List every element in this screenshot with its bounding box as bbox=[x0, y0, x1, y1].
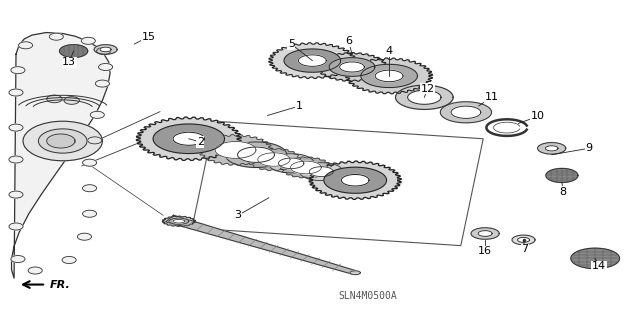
Text: 7: 7 bbox=[521, 244, 529, 255]
Text: 4: 4 bbox=[385, 46, 393, 56]
Circle shape bbox=[99, 63, 113, 70]
Circle shape bbox=[38, 129, 87, 153]
Polygon shape bbox=[571, 248, 620, 269]
Polygon shape bbox=[247, 148, 301, 171]
Polygon shape bbox=[346, 58, 433, 94]
Polygon shape bbox=[512, 235, 535, 245]
Polygon shape bbox=[136, 117, 241, 160]
Polygon shape bbox=[324, 167, 387, 193]
Text: 12: 12 bbox=[420, 84, 435, 94]
Text: 8: 8 bbox=[559, 187, 567, 197]
Circle shape bbox=[88, 137, 102, 144]
Circle shape bbox=[11, 67, 25, 74]
Circle shape bbox=[81, 37, 95, 44]
Polygon shape bbox=[12, 33, 110, 278]
Polygon shape bbox=[173, 132, 205, 145]
Circle shape bbox=[11, 256, 25, 263]
Polygon shape bbox=[278, 158, 304, 168]
Polygon shape bbox=[47, 134, 75, 148]
Text: 16: 16 bbox=[478, 246, 492, 256]
Polygon shape bbox=[471, 228, 499, 239]
Polygon shape bbox=[269, 43, 356, 78]
Text: SLN4M0500A: SLN4M0500A bbox=[339, 292, 397, 301]
Polygon shape bbox=[284, 49, 340, 72]
Polygon shape bbox=[291, 161, 321, 174]
Polygon shape bbox=[317, 53, 387, 81]
Text: FR.: FR. bbox=[49, 279, 70, 290]
Text: 5: 5 bbox=[288, 39, 294, 49]
Circle shape bbox=[9, 191, 23, 198]
Text: 1: 1 bbox=[296, 101, 303, 111]
Polygon shape bbox=[280, 157, 332, 178]
Polygon shape bbox=[309, 161, 401, 199]
Polygon shape bbox=[163, 216, 195, 226]
Text: 6: 6 bbox=[346, 36, 352, 47]
Circle shape bbox=[97, 48, 111, 55]
Polygon shape bbox=[298, 55, 326, 66]
Polygon shape bbox=[451, 106, 481, 118]
Circle shape bbox=[77, 233, 92, 240]
Circle shape bbox=[83, 185, 97, 192]
Polygon shape bbox=[329, 58, 375, 76]
Text: 2: 2 bbox=[196, 137, 204, 147]
Polygon shape bbox=[478, 231, 492, 236]
Polygon shape bbox=[309, 167, 333, 176]
Polygon shape bbox=[340, 62, 364, 72]
Polygon shape bbox=[350, 271, 360, 275]
Circle shape bbox=[28, 267, 42, 274]
Polygon shape bbox=[169, 218, 189, 224]
Polygon shape bbox=[153, 124, 225, 153]
Polygon shape bbox=[518, 237, 529, 242]
Circle shape bbox=[23, 121, 102, 161]
Circle shape bbox=[83, 210, 97, 217]
Circle shape bbox=[95, 80, 109, 87]
Circle shape bbox=[50, 135, 76, 147]
Circle shape bbox=[47, 95, 62, 103]
Polygon shape bbox=[215, 142, 256, 158]
Text: 14: 14 bbox=[592, 261, 606, 271]
Text: 3: 3 bbox=[235, 210, 241, 220]
Polygon shape bbox=[546, 168, 578, 182]
Polygon shape bbox=[545, 146, 558, 151]
Polygon shape bbox=[375, 70, 403, 82]
Circle shape bbox=[9, 124, 23, 131]
Text: 15: 15 bbox=[141, 32, 156, 42]
Polygon shape bbox=[408, 90, 441, 104]
Polygon shape bbox=[100, 47, 111, 52]
Polygon shape bbox=[225, 142, 287, 167]
Circle shape bbox=[49, 33, 63, 40]
Text: 10: 10 bbox=[531, 111, 545, 122]
Polygon shape bbox=[440, 102, 492, 123]
Circle shape bbox=[64, 97, 79, 104]
Circle shape bbox=[90, 111, 104, 118]
Polygon shape bbox=[173, 219, 185, 223]
Polygon shape bbox=[361, 64, 417, 87]
Circle shape bbox=[9, 223, 23, 230]
Circle shape bbox=[19, 42, 33, 49]
Polygon shape bbox=[60, 45, 88, 57]
Text: 9: 9 bbox=[585, 143, 593, 153]
Circle shape bbox=[62, 256, 76, 263]
Polygon shape bbox=[538, 143, 566, 154]
Polygon shape bbox=[198, 135, 273, 165]
Text: 11: 11 bbox=[484, 92, 499, 102]
Polygon shape bbox=[166, 215, 357, 274]
Polygon shape bbox=[237, 147, 275, 162]
Circle shape bbox=[9, 156, 23, 163]
Polygon shape bbox=[94, 45, 117, 54]
Text: 13: 13 bbox=[62, 57, 76, 67]
Polygon shape bbox=[341, 174, 369, 186]
Polygon shape bbox=[258, 153, 290, 166]
Polygon shape bbox=[268, 154, 314, 173]
Polygon shape bbox=[396, 85, 453, 109]
Circle shape bbox=[83, 159, 97, 166]
Circle shape bbox=[9, 89, 23, 96]
Polygon shape bbox=[300, 163, 343, 181]
